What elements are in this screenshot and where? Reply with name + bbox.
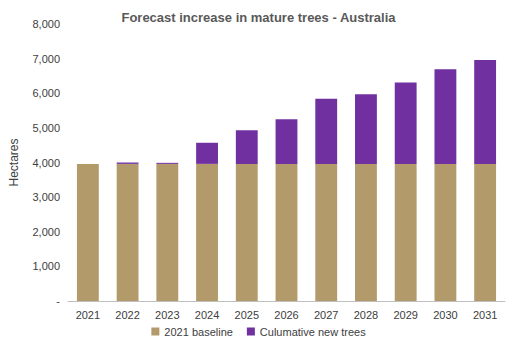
svg-text:2023: 2023: [155, 309, 179, 321]
svg-text:2022: 2022: [115, 309, 139, 321]
svg-text:8,000: 8,000: [32, 18, 60, 30]
svg-text:Culumative new trees: Culumative new trees: [260, 326, 366, 338]
svg-text:2021 baseline: 2021 baseline: [164, 326, 233, 338]
svg-text:2024: 2024: [195, 309, 219, 321]
svg-text:2029: 2029: [393, 309, 417, 321]
svg-text:7,000: 7,000: [32, 53, 60, 65]
svg-text:-: -: [56, 295, 60, 307]
svg-text:2025: 2025: [235, 309, 259, 321]
svg-text:2027: 2027: [314, 309, 338, 321]
svg-text:2028: 2028: [354, 309, 378, 321]
svg-text:1,000: 1,000: [32, 260, 60, 272]
svg-text:2031: 2031: [473, 309, 497, 321]
svg-text:2,000: 2,000: [32, 226, 60, 238]
svg-text:4,000: 4,000: [32, 157, 60, 169]
svg-text:2026: 2026: [274, 309, 298, 321]
svg-text:2030: 2030: [433, 309, 457, 321]
svg-text:2021: 2021: [76, 309, 100, 321]
svg-text:5,000: 5,000: [32, 122, 60, 134]
svg-text:Hectares: Hectares: [7, 138, 21, 186]
svg-text:3,000: 3,000: [32, 191, 60, 203]
svg-text:6,000: 6,000: [32, 87, 60, 99]
svg-text:Forecast increase in mature tr: Forecast increase in mature trees - Aust…: [121, 10, 396, 25]
